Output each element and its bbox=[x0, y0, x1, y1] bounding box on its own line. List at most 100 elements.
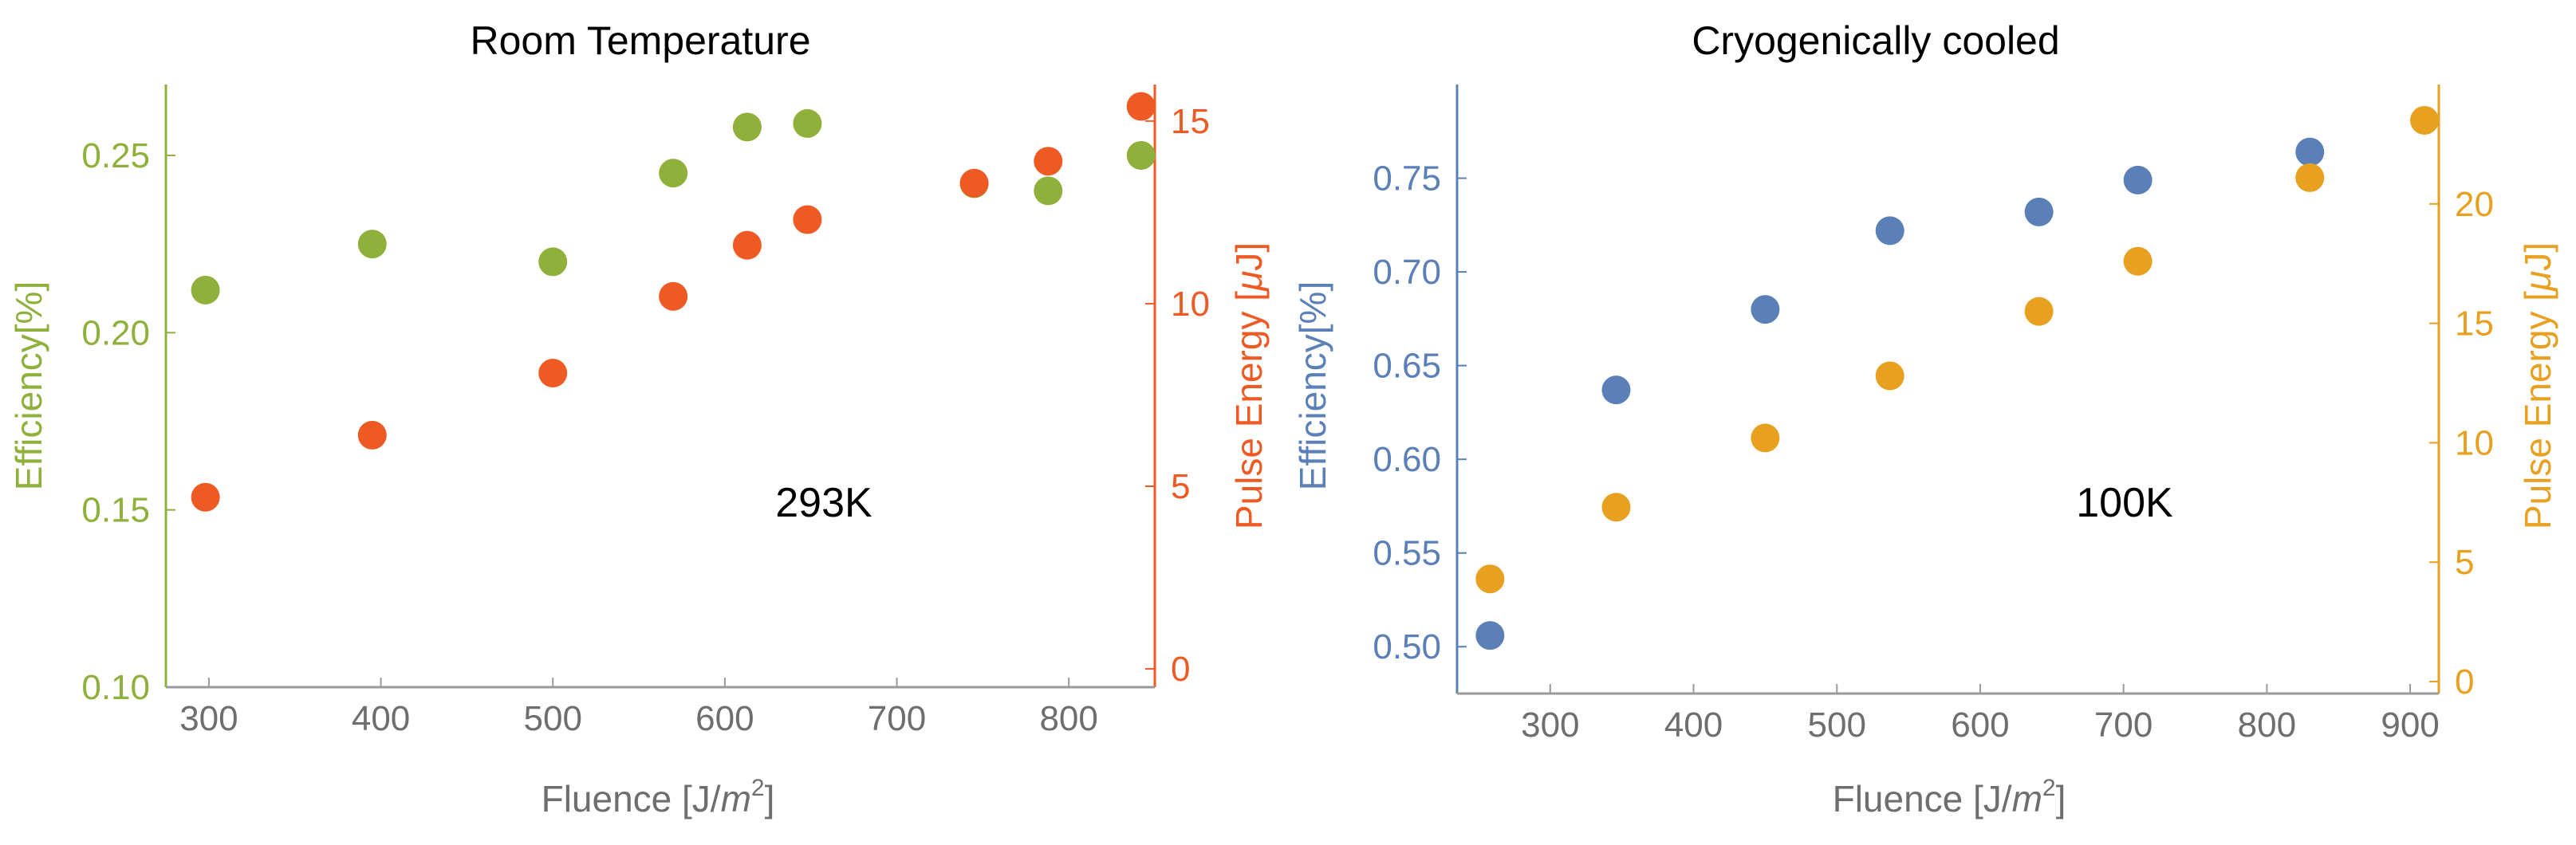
x-axis-label-end: ] bbox=[765, 778, 775, 819]
right-y-tick-label: 0 bbox=[2455, 662, 2474, 702]
chart-panel-cryogenically-cooled: Cryogenically cooled 0.50 0.55 0.60 0.65 0.7… bbox=[1292, 18, 2558, 819]
x-tick-label: 700 bbox=[868, 699, 926, 738]
right-y-axis-label-mu: μ bbox=[1228, 271, 1270, 292]
efficiency-point bbox=[1875, 216, 1904, 246]
efficiency-point bbox=[1475, 621, 1505, 650]
x-tick-label: 400 bbox=[352, 699, 410, 738]
pulse-energy-point bbox=[1475, 564, 1505, 594]
x-axis-label: Fluence [J/m2] bbox=[542, 775, 775, 819]
right-y-axis-label-mu: μ bbox=[2517, 271, 2558, 292]
efficiency-point bbox=[191, 275, 220, 305]
efficiency-point bbox=[2024, 197, 2054, 226]
chart-title: Room Temperature bbox=[470, 18, 810, 63]
efficiency-point bbox=[538, 247, 568, 277]
left-y-axis-ticks: 0.50 0.55 0.60 0.65 0.70 0.75 bbox=[1373, 159, 1467, 666]
pulse-energy-point bbox=[659, 281, 688, 311]
pulse-energy-point bbox=[538, 358, 568, 387]
x-tick-label: 800 bbox=[2238, 705, 2296, 745]
pulse-energy-point bbox=[1875, 361, 1904, 391]
data-points bbox=[191, 92, 1156, 512]
x-axis-label-text: Fluence [J/ bbox=[542, 778, 721, 819]
pulse-energy-point bbox=[793, 205, 822, 234]
efficiency-point bbox=[357, 230, 387, 259]
right-y-axis: 0 5 10 15 bbox=[1145, 84, 1210, 689]
right-y-axis-ticks: 0 5 10 15 20 bbox=[2429, 185, 2494, 702]
left-y-axis: 0.50 0.55 0.60 0.65 0.70 0.75 bbox=[1373, 84, 1467, 694]
left-y-axis: 0.10 0.15 0.20 0.25 bbox=[81, 84, 175, 707]
x-axis-label-unit: m bbox=[2012, 778, 2042, 819]
efficiency-point bbox=[1034, 176, 1063, 206]
left-y-tick-label: 0.60 bbox=[1373, 440, 1441, 479]
temperature-annotation: 100K bbox=[2076, 480, 2173, 526]
efficiency-point bbox=[1126, 140, 1156, 170]
efficiency-point bbox=[1751, 295, 1780, 324]
pulse-energy-point bbox=[191, 482, 220, 512]
x-axis-label-text: Fluence [J/ bbox=[1833, 778, 2012, 819]
left-y-tick-label: 0.20 bbox=[81, 313, 150, 352]
right-y-tick-label: 0 bbox=[1171, 650, 1190, 689]
chart-panel-room-temperature: Room Temperature 0.10 0.15 0.20 0.25 0 5 10 15… bbox=[8, 18, 1270, 819]
pulse-energy-point bbox=[2024, 297, 2054, 326]
right-y-tick-label: 15 bbox=[2455, 305, 2494, 344]
left-y-axis-label: Efficiency[%] bbox=[1292, 281, 1333, 490]
x-axis-label: Fluence [J/m2] bbox=[1833, 775, 2066, 819]
pulse-energy-point bbox=[1601, 493, 1631, 522]
pulse-energy-point bbox=[2295, 163, 2325, 192]
x-axis-ticks: 300 400 500 600 700 800 bbox=[179, 678, 1098, 738]
left-y-axis-label: Efficiency[%] bbox=[8, 281, 49, 490]
x-axis-label-sup: 2 bbox=[751, 775, 765, 801]
x-tick-label: 800 bbox=[1039, 699, 1097, 738]
left-y-tick-label: 0.10 bbox=[81, 668, 150, 707]
left-y-tick-label: 0.25 bbox=[81, 136, 150, 175]
right-y-axis-label-text: Pulse Energy [ bbox=[1228, 291, 1270, 529]
right-y-tick-label: 5 bbox=[1171, 467, 1190, 506]
efficiency-point bbox=[659, 159, 688, 188]
x-tick-label: 700 bbox=[2094, 705, 2153, 745]
x-tick-label: 600 bbox=[695, 699, 754, 738]
x-tick-label: 600 bbox=[1951, 705, 2009, 745]
efficiency-point bbox=[732, 112, 762, 142]
x-tick-label: 900 bbox=[2381, 705, 2439, 745]
x-tick-label: 400 bbox=[1664, 705, 1723, 745]
x-tick-label: 500 bbox=[524, 699, 582, 738]
left-y-axis-ticks: 0.10 0.15 0.20 0.25 bbox=[81, 136, 175, 707]
chart-title: Cryogenically cooled bbox=[1692, 18, 2059, 63]
x-tick-label: 300 bbox=[179, 699, 238, 738]
x-axis: 300 400 500 600 700 800 bbox=[166, 678, 1155, 738]
right-y-axis-label-end: J] bbox=[1228, 242, 1270, 271]
efficiency-point bbox=[2295, 137, 2325, 167]
right-y-tick-label: 10 bbox=[2455, 423, 2494, 462]
efficiency-point bbox=[793, 108, 822, 138]
pulse-energy-point bbox=[732, 230, 762, 260]
left-y-tick-label: 0.70 bbox=[1373, 253, 1441, 292]
x-axis-ticks: 300 400 500 600 700 800 900 bbox=[1521, 684, 2440, 745]
temperature-annotation: 293K bbox=[775, 480, 872, 526]
right-y-tick-label: 5 bbox=[2455, 543, 2474, 582]
pulse-energy-point bbox=[2123, 246, 2153, 276]
right-y-tick-label: 10 bbox=[1171, 285, 1210, 324]
right-y-tick-label: 20 bbox=[2455, 185, 2494, 224]
pulse-energy-point bbox=[357, 420, 387, 450]
x-axis-label-sup: 2 bbox=[2042, 775, 2056, 801]
efficiency-point bbox=[2123, 165, 2153, 195]
left-y-tick-label: 0.75 bbox=[1373, 159, 1441, 198]
pulse-energy-point bbox=[2410, 105, 2440, 135]
data-points bbox=[1475, 105, 2440, 650]
x-tick-label: 500 bbox=[1808, 705, 1866, 745]
pulse-energy-point bbox=[1034, 147, 1063, 176]
right-y-axis-label-text: Pulse Energy [ bbox=[2517, 291, 2558, 529]
right-y-axis-label-end: J] bbox=[2517, 242, 2558, 271]
pulse-energy-point bbox=[959, 168, 989, 198]
x-axis-label-end: ] bbox=[2056, 778, 2066, 819]
right-y-axis: 0 5 10 15 20 bbox=[2429, 84, 2494, 702]
right-y-axis-label: Pulse Energy [μJ] bbox=[1228, 242, 1270, 529]
pulse-energy-point bbox=[1751, 423, 1780, 453]
right-y-axis-label: Pulse Energy [μJ] bbox=[2517, 242, 2558, 529]
x-axis-label-unit: m bbox=[721, 778, 751, 819]
right-y-axis-ticks: 0 5 10 15 bbox=[1145, 102, 1210, 689]
efficiency-point bbox=[1601, 375, 1631, 405]
left-y-tick-label: 0.55 bbox=[1373, 534, 1441, 573]
x-axis: 300 400 500 600 700 800 900 bbox=[1457, 684, 2440, 745]
x-tick-label: 300 bbox=[1521, 705, 1579, 745]
